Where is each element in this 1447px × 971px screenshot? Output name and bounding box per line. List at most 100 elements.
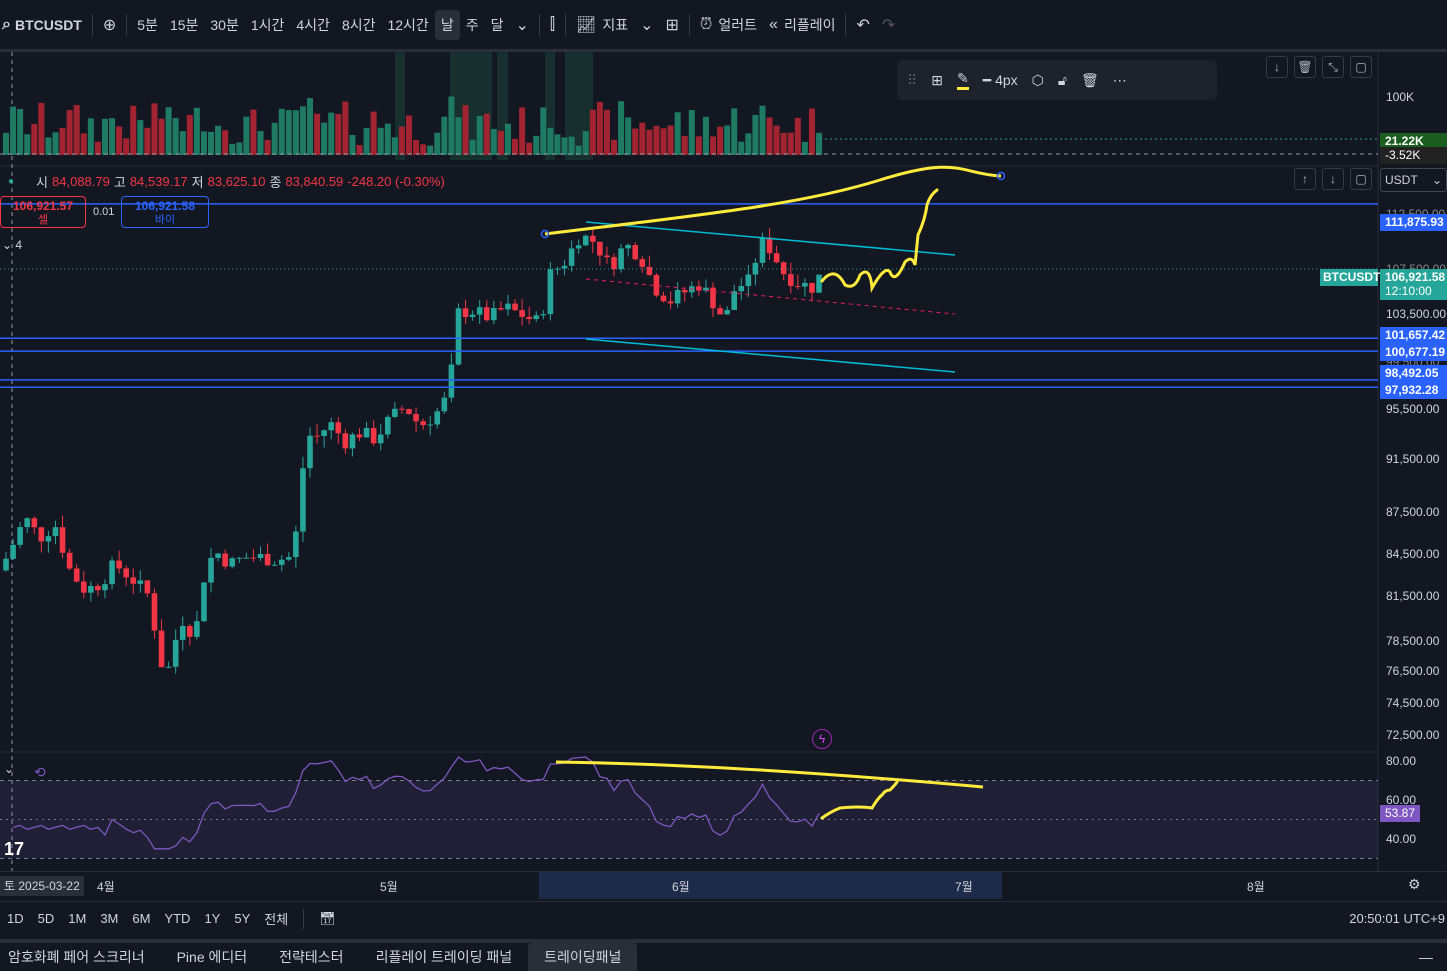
candle-body <box>102 584 108 591</box>
template-icon[interactable]: ⊞ <box>931 71 943 88</box>
range-all[interactable]: 전체 <box>264 912 289 927</box>
alert-button[interactable]: ⏰︎ 얼러트 <box>694 10 763 40</box>
collapse-icon[interactable]: ⤡ <box>1322 56 1344 78</box>
candle-body <box>476 307 483 315</box>
candle-body <box>780 262 787 275</box>
redo-icon[interactable]: ↷ <box>881 16 896 34</box>
interval-week[interactable]: 주 <box>465 16 479 33</box>
interval-30m[interactable]: 30분 <box>210 16 239 33</box>
time-axis[interactable]: 토 2025-03-22 4월 5월 6월 7월 8월 ⚙ <box>0 871 1447 899</box>
chevron-down-icon[interactable]: ⌄ <box>4 762 15 776</box>
symbol-search[interactable]: ⌕ BTCUSDT <box>0 10 88 40</box>
currency-select[interactable]: USDT ⌄ <box>1380 168 1447 192</box>
volume-bar <box>38 102 45 155</box>
spread-value: 0.01 <box>93 206 115 218</box>
open-value: 84,088.79 <box>52 174 110 189</box>
layout-grid-icon[interactable]: ⊞ <box>665 16 679 34</box>
candle-body <box>95 585 101 591</box>
add-symbol-icon[interactable]: ⊕ <box>102 16 117 34</box>
indicator-collapse[interactable]: ⌄ 4 <box>2 238 22 252</box>
last-price-label: 106,921.58 <box>1380 269 1447 286</box>
interval-8h[interactable]: 8시간 <box>341 16 376 33</box>
rsi-tick: 40.00 <box>1386 832 1417 846</box>
candle-body <box>752 262 759 275</box>
lightning-icon[interactable]: ϟ <box>812 729 832 749</box>
rsi-value-label: 53.87 <box>1380 805 1420 822</box>
range-1d[interactable]: 1D <box>7 911 24 926</box>
interval-12h[interactable]: 12시간 <box>387 16 429 33</box>
move-down-icon[interactable]: ↓ <box>1322 168 1344 190</box>
volume-bar <box>73 104 80 155</box>
trash-icon[interactable]: 🗑︎ <box>1080 71 1099 88</box>
freehand-drawing <box>820 188 939 293</box>
candle-body <box>519 310 525 317</box>
volume-bar <box>759 105 766 155</box>
tab-trading-panel[interactable]: 트레이딩패널 <box>528 943 638 971</box>
tab-strategy-tester[interactable]: 전략테스터 <box>279 949 344 965</box>
candle-body <box>710 287 716 309</box>
range-3m[interactable]: 3M <box>100 911 119 926</box>
settings-gear-icon[interactable]: ⚙ <box>1408 876 1421 892</box>
settings-hex-icon[interactable]: ⬡ <box>1031 71 1044 88</box>
buy-button[interactable]: 106,921.58 바이 <box>121 196 209 228</box>
range-6m[interactable]: 6M <box>132 911 151 926</box>
candle-body <box>45 536 52 542</box>
candle-body <box>73 568 80 582</box>
goto-date-icon[interactable]: 📅︎ <box>319 910 336 926</box>
range-1m[interactable]: 1M <box>68 911 87 926</box>
sell-button[interactable]: 106,921.57 셀 <box>0 196 86 228</box>
tab-crypto-screener[interactable]: 암호화폐 페어 스크리너 <box>8 949 145 965</box>
candle-body <box>773 253 780 263</box>
candle-body <box>109 560 115 585</box>
buy-price: 106,921.58 <box>134 199 196 213</box>
volume-bar <box>547 127 554 155</box>
candle-body <box>392 408 398 417</box>
interval-5m[interactable]: 5분 <box>137 16 158 33</box>
chart-pane[interactable] <box>0 52 1447 872</box>
undo-icon[interactable]: ↶ <box>856 16 870 34</box>
range-1y[interactable]: 1Y <box>204 911 221 926</box>
clock: 20:50:01 UTC+9 <box>1349 911 1445 926</box>
candle-body <box>229 558 236 567</box>
volume-bar <box>299 106 306 155</box>
tab-pine-editor[interactable]: Pine 에디터 <box>176 949 248 965</box>
indicators-button[interactable]: 📈︎ 지표 <box>570 10 634 40</box>
unlock-icon[interactable]: 🔓︎ <box>1057 71 1067 88</box>
line-width-button[interactable]: ━ 4px <box>983 72 1018 89</box>
maximize-icon[interactable]: ▢ <box>1350 168 1372 190</box>
hline-price-label: 97,932.28 <box>1380 382 1447 399</box>
divider <box>845 13 847 36</box>
tab-replay-trading-panel[interactable]: 리플레이 트레이딩 패널 <box>375 949 513 965</box>
rsi-settings-icon[interactable]: ⟲ <box>34 764 46 780</box>
maximize-icon[interactable]: ▢ <box>1350 56 1372 78</box>
tradingview-logo-icon[interactable]: 17 <box>4 839 25 859</box>
move-up-icon[interactable]: ↑ <box>1294 168 1316 190</box>
interval-month[interactable]: 달 <box>490 16 504 33</box>
move-down-icon[interactable]: ↓ <box>1266 56 1288 78</box>
interval-day[interactable]: 날 <box>434 9 460 40</box>
divider <box>565 13 567 36</box>
interval-15m[interactable]: 15분 <box>169 16 199 33</box>
range-5y[interactable]: 5Y <box>234 911 251 926</box>
minimize-icon[interactable]: — <box>1419 949 1433 965</box>
price-tick: 81,500.00 <box>1386 589 1440 603</box>
volume-bar <box>469 139 476 155</box>
chevron-down-icon[interactable]: ⌄ <box>515 16 529 34</box>
volume-bar <box>540 107 547 155</box>
delete-icon[interactable]: 🗑︎ <box>1294 56 1316 78</box>
pencil-icon[interactable]: ✎ <box>957 70 969 90</box>
candle-body <box>52 527 59 537</box>
symbol-status-icon: ● <box>8 176 15 187</box>
interval-1h[interactable]: 1시간 <box>250 16 285 33</box>
chevron-down-icon[interactable]: ⌄ <box>640 16 654 34</box>
interval-4h[interactable]: 4시간 <box>296 16 330 33</box>
volume-bar <box>158 118 165 155</box>
range-ytd[interactable]: YTD <box>164 911 191 926</box>
replay-button[interactable]: « 리플레이 <box>763 10 841 40</box>
candle-type-icon[interactable]: ⫿ <box>549 15 556 33</box>
trendline-drawing <box>544 165 1002 236</box>
range-5d[interactable]: 5D <box>37 911 55 926</box>
chart-canvas[interactable] <box>0 52 1447 872</box>
more-icon[interactable]: ⋯ <box>1112 71 1127 88</box>
drag-handle-icon[interactable]: ⠿ <box>907 71 918 88</box>
